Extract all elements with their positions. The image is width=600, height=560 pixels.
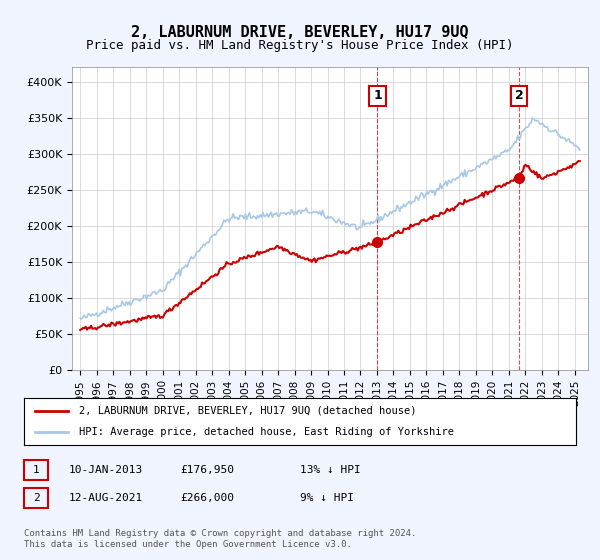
Text: 10-JAN-2013: 10-JAN-2013 xyxy=(69,465,143,475)
Text: 2, LABURNUM DRIVE, BEVERLEY, HU17 9UQ: 2, LABURNUM DRIVE, BEVERLEY, HU17 9UQ xyxy=(131,25,469,40)
Text: 2: 2 xyxy=(515,90,523,102)
Text: 1: 1 xyxy=(32,465,40,475)
Text: 1: 1 xyxy=(373,90,382,102)
Text: 2, LABURNUM DRIVE, BEVERLEY, HU17 9UQ (detached house): 2, LABURNUM DRIVE, BEVERLEY, HU17 9UQ (d… xyxy=(79,406,416,416)
Text: HPI: Average price, detached house, East Riding of Yorkshire: HPI: Average price, detached house, East… xyxy=(79,427,454,437)
Text: 9% ↓ HPI: 9% ↓ HPI xyxy=(300,493,354,503)
Text: £266,000: £266,000 xyxy=(180,493,234,503)
Text: 13% ↓ HPI: 13% ↓ HPI xyxy=(300,465,361,475)
Text: 12-AUG-2021: 12-AUG-2021 xyxy=(69,493,143,503)
Text: Price paid vs. HM Land Registry's House Price Index (HPI): Price paid vs. HM Land Registry's House … xyxy=(86,39,514,52)
Text: Contains HM Land Registry data © Crown copyright and database right 2024.
This d: Contains HM Land Registry data © Crown c… xyxy=(24,529,416,549)
Text: £176,950: £176,950 xyxy=(180,465,234,475)
Text: 2: 2 xyxy=(32,493,40,503)
